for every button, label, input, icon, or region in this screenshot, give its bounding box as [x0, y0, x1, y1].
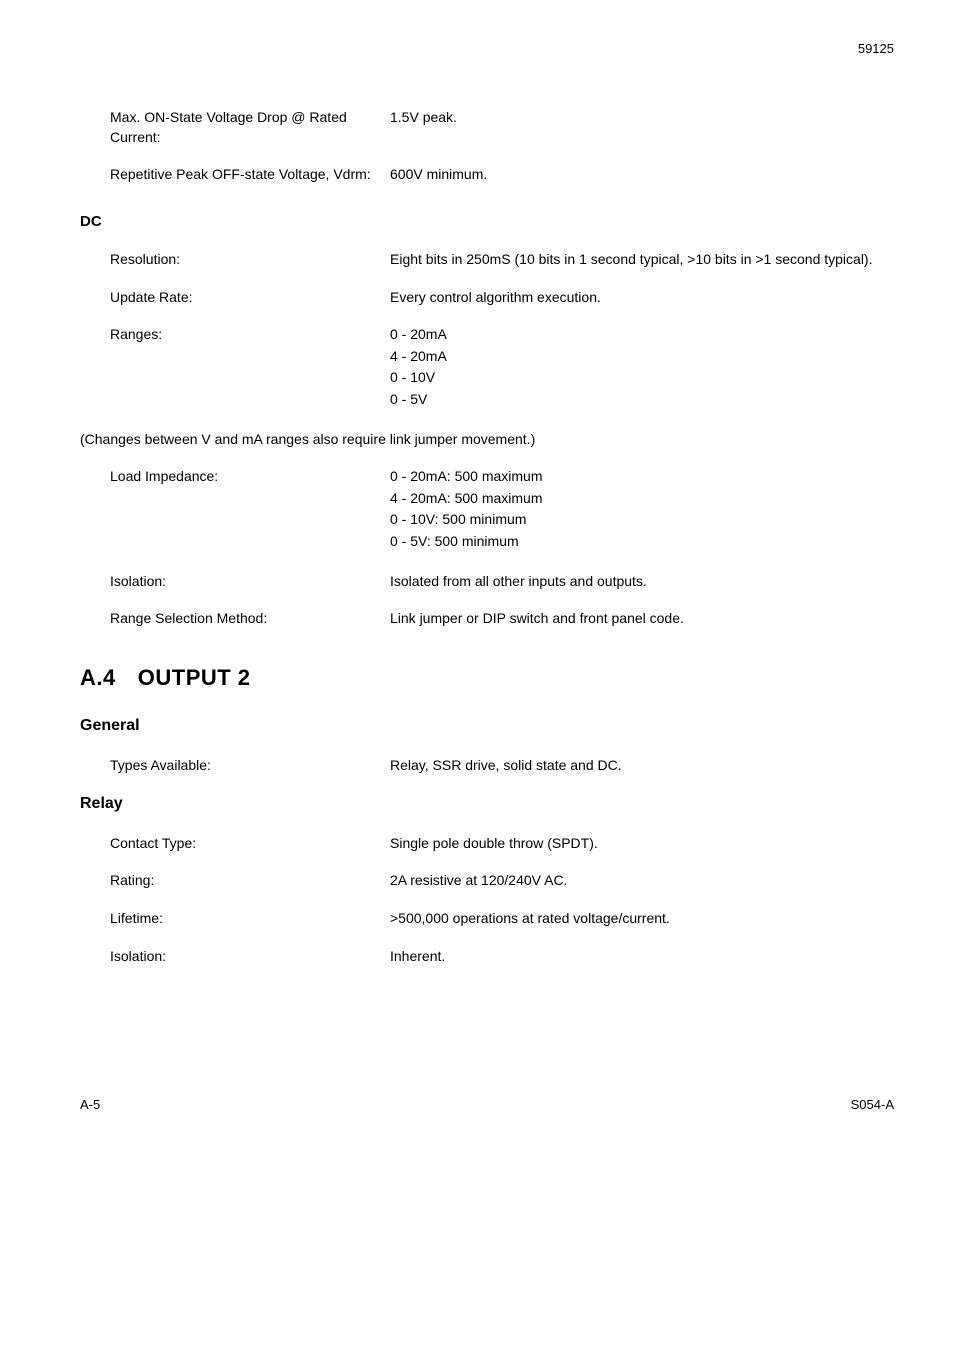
- spec-label: Contact Type:: [110, 834, 390, 854]
- range-line: 4 - 20mA: [390, 347, 894, 367]
- impedance-line: 0 - 5V: 500 minimum: [390, 532, 894, 552]
- range-line: 0 - 5V: [390, 390, 894, 410]
- range-line: 0 - 10V: [390, 368, 894, 388]
- spec-row: Repetitive Peak OFF-state Voltage, Vdrm:…: [110, 165, 894, 185]
- spec-label: Update Rate:: [110, 288, 390, 308]
- impedance-line: 0 - 20mA: 500 maximum: [390, 467, 894, 487]
- footer-right: S054-A: [851, 1096, 894, 1114]
- heading-title: OUTPUT 2: [138, 665, 251, 690]
- spec-value: Isolated from all other inputs and outpu…: [390, 572, 894, 592]
- spec-label: Types Available:: [110, 756, 390, 776]
- spec-label: Range Selection Method:: [110, 609, 390, 629]
- spec-value: >500,000 operations at rated voltage/cur…: [390, 909, 894, 929]
- spec-label: Resolution:: [110, 250, 390, 270]
- spec-row: Types Available: Relay, SSR drive, solid…: [110, 756, 894, 776]
- spec-value: Single pole double throw (SPDT).: [390, 834, 894, 854]
- spec-value: 600V minimum.: [390, 165, 894, 185]
- heading-a4: A.4 OUTPUT 2: [80, 663, 894, 694]
- spec-row: Update Rate: Every control algorithm exe…: [110, 288, 894, 308]
- spec-label: Isolation:: [110, 947, 390, 967]
- spec-row: Contact Type: Single pole double throw (…: [110, 834, 894, 854]
- spec-row: Isolation: Inherent.: [110, 947, 894, 967]
- spec-row: Max. ON-State Voltage Drop @ Rated Curre…: [110, 108, 894, 147]
- spec-label: Rating:: [110, 871, 390, 891]
- general-header: General: [80, 715, 894, 737]
- spec-label: Isolation:: [110, 572, 390, 592]
- spec-value: Relay, SSR drive, solid state and DC.: [390, 756, 894, 776]
- dc-header: DC: [80, 211, 894, 232]
- impedance-line: 0 - 10V: 500 minimum: [390, 510, 894, 530]
- spec-row: Lifetime: >500,000 operations at rated v…: [110, 909, 894, 929]
- changes-note: (Changes between V and mA ranges also re…: [80, 430, 894, 450]
- footer-left: A-5: [80, 1096, 100, 1114]
- spec-row: Rating: 2A resistive at 120/240V AC.: [110, 871, 894, 891]
- spec-value: Inherent.: [390, 947, 894, 967]
- spec-label: Repetitive Peak OFF-state Voltage, Vdrm:: [110, 165, 390, 185]
- spec-label: Load Impedance:: [110, 467, 390, 553]
- spec-label: Lifetime:: [110, 909, 390, 929]
- spec-value: 0 - 20mA 4 - 20mA 0 - 10V 0 - 5V: [390, 325, 894, 411]
- spec-value: Link jumper or DIP switch and front pane…: [390, 609, 894, 629]
- spec-row: Range Selection Method: Link jumper or D…: [110, 609, 894, 629]
- spec-value: 2A resistive at 120/240V AC.: [390, 871, 894, 891]
- spec-row: Isolation: Isolated from all other input…: [110, 572, 894, 592]
- range-line: 0 - 20mA: [390, 325, 894, 345]
- relay-header: Relay: [80, 793, 894, 815]
- heading-num: A.4: [80, 665, 116, 690]
- page-number-top: 59125: [80, 40, 894, 58]
- spec-row: Ranges: 0 - 20mA 4 - 20mA 0 - 10V 0 - 5V: [110, 325, 894, 411]
- spec-row: Resolution: Eight bits in 250mS (10 bits…: [110, 250, 894, 270]
- footer: A-5 S054-A: [80, 1096, 894, 1114]
- spec-row: Load Impedance: 0 - 20mA: 500 maximum 4 …: [110, 467, 894, 553]
- spec-value: 1.5V peak.: [390, 108, 894, 147]
- spec-value: Eight bits in 250mS (10 bits in 1 second…: [390, 250, 894, 270]
- spec-label: Ranges:: [110, 325, 390, 411]
- spec-value: 0 - 20mA: 500 maximum 4 - 20mA: 500 maxi…: [390, 467, 894, 553]
- impedance-line: 4 - 20mA: 500 maximum: [390, 489, 894, 509]
- spec-label: Max. ON-State Voltage Drop @ Rated Curre…: [110, 108, 390, 147]
- spec-value: Every control algorithm execution.: [390, 288, 894, 308]
